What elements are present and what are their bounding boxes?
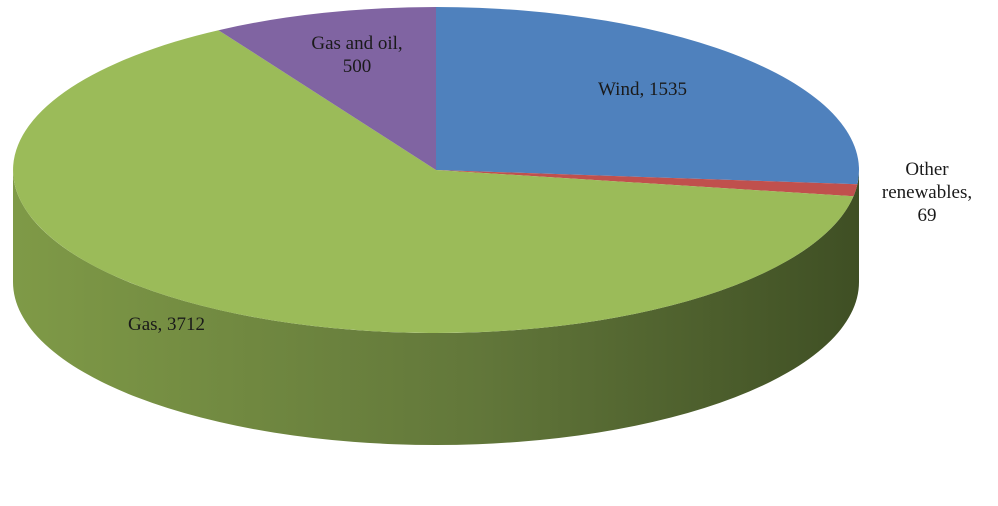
pie-slice-wind — [436, 6, 860, 185]
data-label-other-line2: renewables, — [881, 182, 973, 203]
data-label-gas: Gas, 3712 — [128, 314, 206, 335]
data-label-other-line3: 69 — [917, 205, 937, 226]
pie-side-gas — [13, 170, 859, 445]
data-label-other-renewables: Other renewables, 69 — [864, 158, 990, 227]
data-label-gas-and-oil-line2: 500 — [342, 56, 372, 77]
pie-slice-other-renewables — [436, 170, 858, 197]
data-label-gas-and-oil-line1: Gas and oil, — [311, 33, 403, 54]
pie-slice-gas — [13, 30, 854, 333]
data-label-other-line1: Other — [905, 159, 949, 180]
data-label-gas-and-oil: Gas and oil, 500 — [282, 32, 432, 78]
data-label-wind: Wind, 1535 — [598, 79, 687, 100]
pie-slice-gas-and-oil — [218, 7, 436, 170]
